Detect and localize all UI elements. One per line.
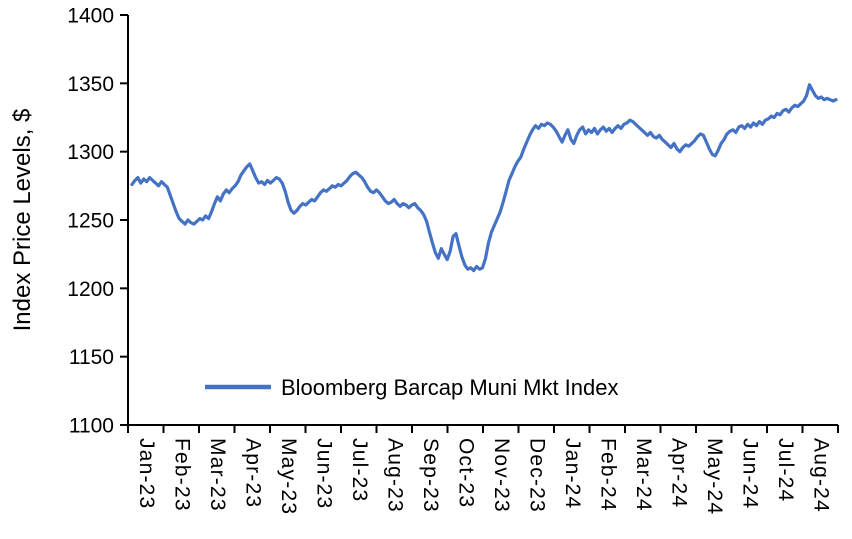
x-tick-label: Apr-24 [667,438,690,508]
x-tick-label: Mar-24 [632,438,655,512]
x-tick-label: Aug-24 [809,438,832,513]
x-tick-label: Mar-23 [206,438,229,512]
x-tick-label: Nov-23 [490,438,513,513]
x-tick-label: Aug-23 [383,438,406,513]
index-line-series [130,83,838,273]
legend: Bloomberg Barcap Muni Mkt Index [205,375,619,400]
legend-label: Bloomberg Barcap Muni Mkt Index [281,375,619,400]
x-tick-label: Jun-24 [738,438,761,509]
x-tick-label: Apr-23 [241,438,264,508]
axes: 1100 1150 1200 1250 1300 1350 1400 Jan-23 Feb-23… [67,5,839,515]
y-tick-label: 1250 [67,210,114,233]
axis-lines [127,15,838,426]
x-tick-label: Oct-23 [454,438,477,508]
x-tick-label: Sep-23 [419,438,442,513]
x-tick-label: Jan-23 [135,438,158,509]
y-tick-label: 1150 [69,346,114,369]
x-tick-label: Jan-24 [561,438,584,509]
x-tick-label: Jul-23 [348,438,371,502]
y-tick-label: 1200 [67,278,114,301]
x-tick-label: Dec-23 [525,438,548,513]
y-tick-label: 1350 [67,73,114,96]
y-tick-label: 1400 [67,5,114,28]
y-tick-label: 1300 [67,141,114,164]
x-tick-label: Jul-24 [774,438,797,502]
x-tick-label: Jun-23 [312,438,335,509]
x-tick-label: May-24 [703,438,726,515]
y-axis-title: Index Price Levels, $ [9,109,36,332]
x-tick-label: Feb-24 [596,438,619,512]
x-tick-label: May-23 [277,438,300,515]
y-tick-label: 1100 [69,415,114,438]
x-tick-label: Feb-23 [170,438,193,512]
